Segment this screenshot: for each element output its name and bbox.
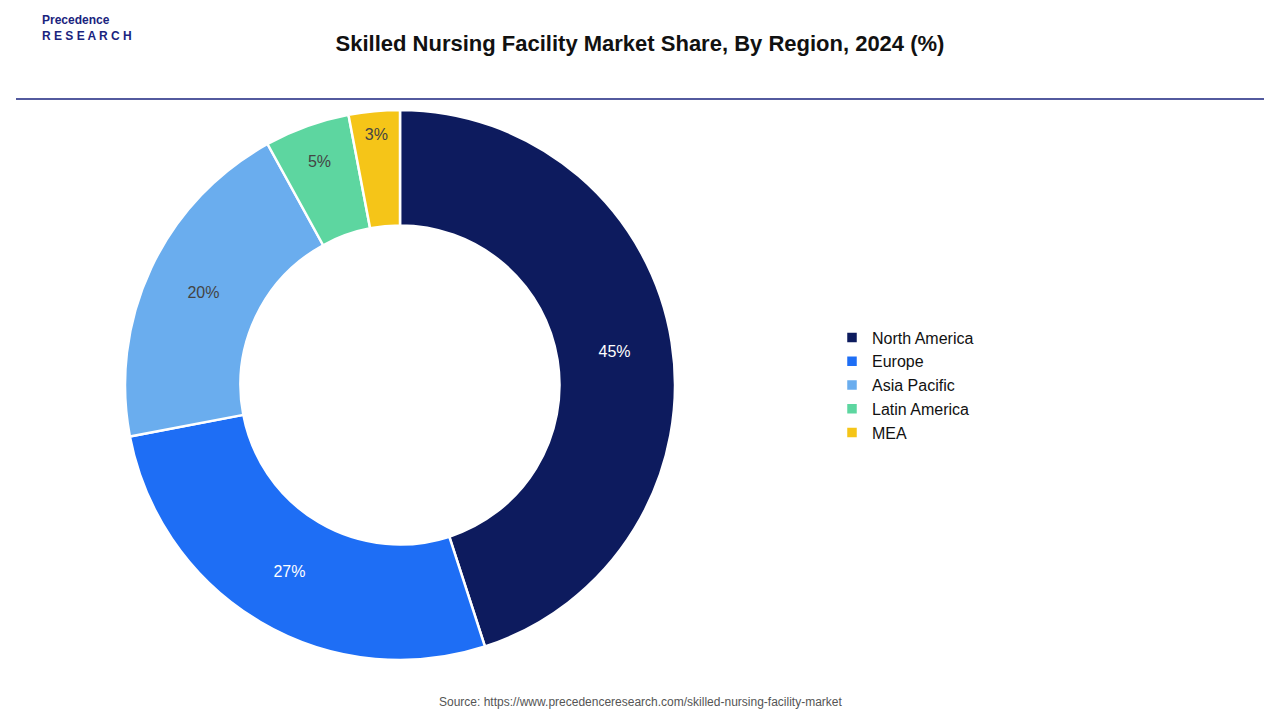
svg-text:45%: 45% — [599, 343, 631, 360]
svg-text:Latin America: Latin America — [872, 401, 969, 418]
svg-text:Asia Pacific: Asia Pacific — [872, 377, 955, 394]
svg-text:PrecedenceR E S E A R C H: PrecedenceR E S E A R C H — [42, 13, 132, 43]
svg-text:Skilled Nursing Facility Marke: Skilled Nursing Facility Market Share, B… — [336, 31, 945, 56]
svg-text:Source: https://www.precedence: Source: https://www.precedenceresearch.c… — [439, 695, 842, 709]
svg-text:3%: 3% — [365, 126, 388, 143]
svg-text:Europe: Europe — [872, 353, 924, 370]
svg-text:27%: 27% — [273, 563, 305, 580]
svg-text:North America: North America — [872, 330, 973, 347]
svg-text:5%: 5% — [308, 153, 331, 170]
svg-text:20%: 20% — [187, 284, 219, 301]
svg-text:MEA: MEA — [872, 425, 907, 442]
